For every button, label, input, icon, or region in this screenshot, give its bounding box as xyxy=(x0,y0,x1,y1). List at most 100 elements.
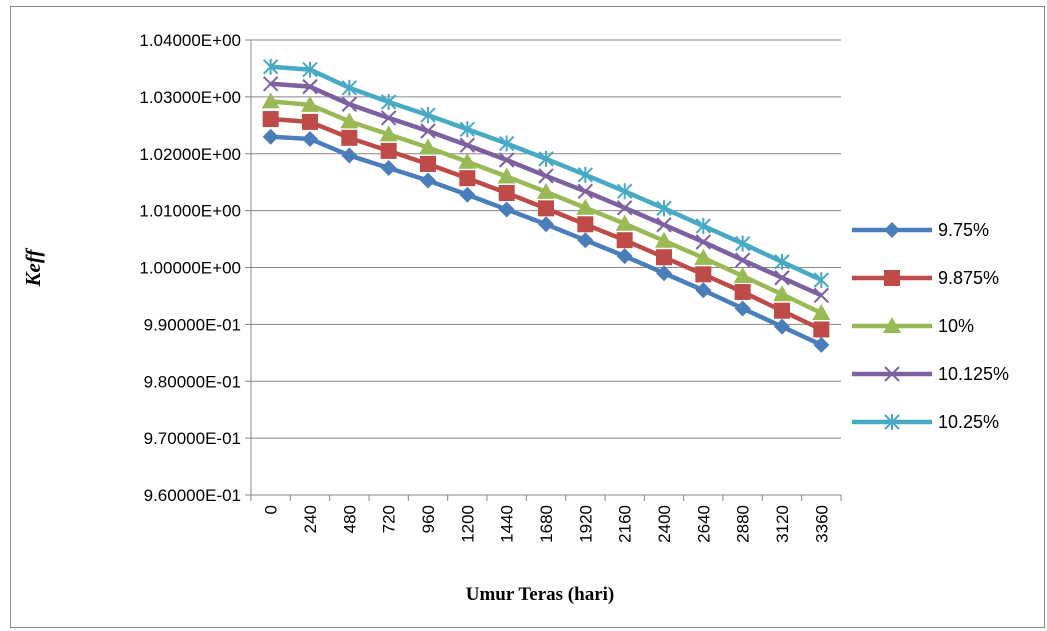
x-tick-label: 960 xyxy=(419,505,438,533)
marker-x-stroke xyxy=(341,96,358,112)
x-tick-label: 1920 xyxy=(576,505,595,543)
marker-triangle xyxy=(773,285,791,302)
marker-x xyxy=(616,200,633,216)
x-tick-label: 2400 xyxy=(655,505,674,543)
marker-square xyxy=(734,283,751,300)
marker-triangle xyxy=(655,231,673,248)
x-tick-label: 3120 xyxy=(773,505,792,543)
marker-triangle xyxy=(733,267,752,284)
marker-x xyxy=(884,366,900,382)
axes: 9.60000E-01 9.70000E-01 9.80000E-01 9.90000… xyxy=(139,31,842,543)
marker-asterisk xyxy=(538,150,554,167)
marker-triangle xyxy=(497,167,516,184)
marker-x xyxy=(302,78,318,95)
marker-triangle xyxy=(812,304,831,320)
marker-square xyxy=(262,111,279,128)
marker-diamond xyxy=(420,172,436,189)
marker-x-stroke xyxy=(302,78,318,95)
marker-diamond xyxy=(616,248,633,265)
y-tick-label: 1.03000E+00 xyxy=(139,88,241,107)
marker-square xyxy=(380,142,397,159)
marker-square xyxy=(302,113,318,130)
marker-triangle xyxy=(694,248,713,265)
marker-x xyxy=(695,234,712,250)
marker-triangle xyxy=(379,125,398,142)
marker-x xyxy=(774,270,790,286)
y-tick-label: 1.04000E+00 xyxy=(139,31,241,50)
marker-asterisk xyxy=(498,135,515,152)
marker-triangle xyxy=(340,112,359,129)
marker-diamond xyxy=(656,265,672,282)
marker-diamond xyxy=(341,147,358,164)
marker-diamond xyxy=(380,159,397,176)
legend-item: 9.875% xyxy=(852,268,999,288)
marker-diamond xyxy=(302,130,318,147)
y-tick-label: 1.01000E+00 xyxy=(139,202,241,221)
marker-diamond xyxy=(813,336,830,353)
marker-x-stroke xyxy=(656,217,672,233)
marker-x-stroke xyxy=(734,252,751,268)
legend-label: 9.875% xyxy=(938,268,999,288)
marker-x xyxy=(459,137,476,153)
x-tick-label: 2640 xyxy=(694,505,713,543)
marker-x xyxy=(380,110,397,126)
y-tick-label: 9.70000E-01 xyxy=(144,429,241,448)
marker-triangle xyxy=(301,95,319,112)
marker-diamond xyxy=(734,300,751,317)
marker-diamond xyxy=(498,201,515,218)
marker-square xyxy=(884,270,900,286)
marker-triangle xyxy=(458,152,477,169)
marker-x-stroke xyxy=(774,270,790,286)
legend-label: 10% xyxy=(938,316,974,336)
legend-item: 10% xyxy=(852,316,974,336)
marker-x xyxy=(577,183,594,199)
marker-diamond xyxy=(577,232,594,249)
marker-square xyxy=(695,266,712,283)
marker-x-stroke xyxy=(380,110,397,126)
marker-square xyxy=(538,200,554,217)
marker-asterisk xyxy=(459,121,476,138)
x-tick-label: 480 xyxy=(340,505,359,533)
marker-diamond xyxy=(262,128,279,145)
marker-x-stroke xyxy=(616,200,633,216)
marker-x xyxy=(341,96,358,112)
y-tick-label: 9.90000E-01 xyxy=(144,315,241,334)
series-group xyxy=(261,58,831,353)
marker-x xyxy=(538,168,554,184)
marker-asterisk xyxy=(577,166,594,183)
y-tick-label: 9.60000E-01 xyxy=(144,486,241,505)
legend-label: 9.75% xyxy=(938,220,989,240)
x-axis-title: Umur Teras (hari) xyxy=(466,584,614,605)
marker-asterisk xyxy=(695,217,712,234)
marker-asterisk xyxy=(341,79,358,96)
marker-asterisk xyxy=(774,253,790,270)
legend-item: 9.75% xyxy=(852,220,989,240)
marker-asterisk xyxy=(262,58,279,75)
marker-diamond xyxy=(695,282,712,299)
marker-asterisk xyxy=(734,235,751,252)
legend-item: 10.25% xyxy=(852,412,999,432)
marker-asterisk xyxy=(616,183,633,200)
marker-x-stroke xyxy=(695,234,712,250)
legend-item: 10.125% xyxy=(852,364,1009,384)
y-axis-title: Keff xyxy=(21,248,45,288)
y-tick-label: 9.80000E-01 xyxy=(144,372,241,391)
y-tick-label: 1.00000E+00 xyxy=(139,259,241,278)
marker-x-stroke xyxy=(262,76,279,92)
marker-triangle xyxy=(261,92,280,109)
x-tick-label: 3360 xyxy=(812,505,831,543)
legend: 9.75% 9.875% 10% 10.125% 10.25% xyxy=(852,220,1009,432)
chart-area xyxy=(10,6,1045,628)
legend-label: 10.125% xyxy=(938,364,1009,384)
marker-x-stroke xyxy=(577,183,594,199)
x-tick-label: 1680 xyxy=(537,505,556,543)
marker-triangle xyxy=(576,198,595,215)
marker-x-stroke xyxy=(538,168,554,184)
marker-x-stroke xyxy=(884,366,900,382)
marker-diamond xyxy=(884,222,900,238)
marker-triangle xyxy=(537,182,555,199)
marker-asterisk xyxy=(884,414,900,430)
x-tick-label: 720 xyxy=(380,505,399,533)
x-tick-label: 2880 xyxy=(734,505,753,543)
